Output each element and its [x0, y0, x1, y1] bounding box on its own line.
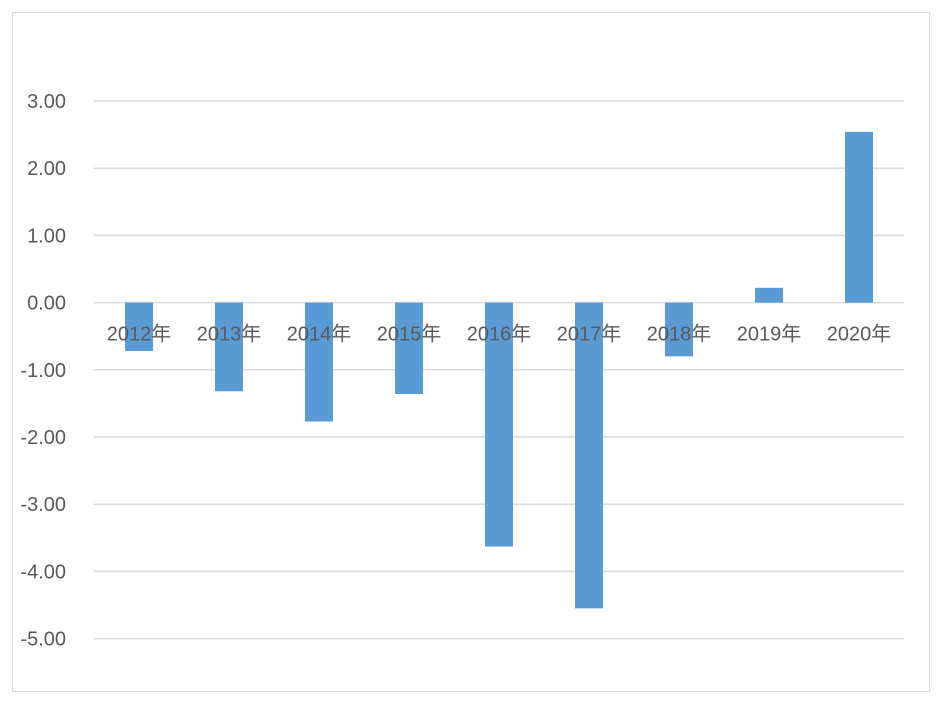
- bar-2019年: [755, 287, 783, 303]
- y-tick-label: -1.00: [20, 360, 66, 382]
- bar-2014年: [305, 302, 333, 422]
- bar-2018年: [665, 302, 693, 357]
- x-category-label: 2015年: [377, 323, 442, 346]
- y-tick-label: -4.00: [20, 561, 66, 583]
- bar-2016年: [485, 302, 513, 547]
- x-category-label: 2014年: [287, 323, 352, 346]
- x-category-label: 2013年: [197, 323, 262, 346]
- y-tick-label: -5.00: [20, 629, 66, 651]
- y-tick-label: 2.00: [27, 158, 66, 180]
- y-tick-label: 3.00: [27, 91, 66, 113]
- x-category-label: 2019年: [737, 323, 802, 346]
- x-axis-category-labels: 2012年 2013年 2014年 2015年 2016年 2017年 2018年 2019年…: [107, 323, 892, 346]
- y-axis-tick-labels: 3.00 2.00 1.00 0.00 -1.00 -2.00 -3.00 -4.00 -5.0…: [20, 91, 66, 651]
- x-category-label: 2012年: [107, 323, 172, 346]
- x-category-label: 2017年: [557, 323, 622, 346]
- x-category-label: 2018年: [647, 323, 712, 346]
- x-category-label: 2020年: [827, 323, 892, 346]
- y-tick-label: 0.00: [27, 293, 66, 315]
- x-category-label: 2016年: [467, 323, 532, 346]
- bars: [125, 131, 873, 609]
- y-tick-label: -3.00: [20, 494, 66, 516]
- bar-2012年: [125, 302, 153, 351]
- y-tick-label: 1.00: [27, 225, 66, 247]
- chart-area: [12, 12, 930, 692]
- bar-2013年: [215, 302, 243, 392]
- bar-2015年: [395, 302, 423, 394]
- bar-2017年: [575, 302, 603, 609]
- bar-2020年: [845, 131, 873, 303]
- y-tick-label: -2.00: [20, 427, 66, 449]
